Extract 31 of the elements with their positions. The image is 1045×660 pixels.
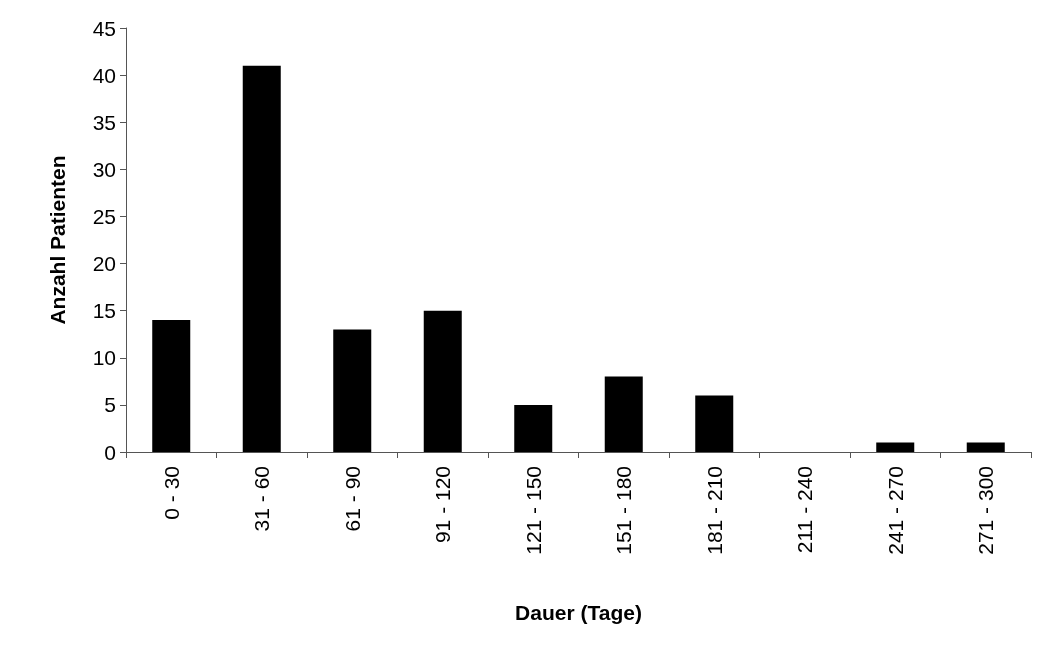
x-tick-label: 61 - 90: [340, 466, 364, 532]
y-tick-label: 15: [92, 299, 116, 323]
x-tick-label: 241 - 270: [883, 466, 907, 555]
y-tick-label: 35: [92, 110, 116, 134]
y-tick-label: 5: [104, 393, 116, 417]
x-tick-label: 0 - 30: [159, 466, 183, 520]
x-tick-label: 181 - 210: [702, 466, 726, 555]
y-tick-label: 45: [92, 16, 116, 40]
x-tick-label: 211 - 240: [793, 466, 817, 554]
bar: [695, 395, 734, 452]
bar: [604, 376, 643, 452]
x-tick-label: 31 - 60: [250, 466, 274, 532]
bar: [333, 329, 372, 452]
x-tick-label: 271 - 300: [974, 466, 998, 555]
y-tick-label: 40: [92, 63, 116, 87]
bar: [423, 310, 462, 452]
bar: [514, 404, 553, 452]
y-tick-label: 10: [92, 346, 116, 370]
bar: [152, 320, 191, 452]
x-tick-label: 91 - 120: [431, 466, 455, 544]
y-axis-title: Anzahl Patienten: [46, 155, 69, 325]
x-tick-label: 151 - 180: [612, 466, 636, 555]
x-axis-title: Dauer (Tage): [515, 601, 642, 624]
y-tick-label: 0: [104, 440, 116, 464]
bar: [242, 65, 281, 452]
x-tick-label: 121 - 150: [521, 466, 545, 555]
y-tick-label: 20: [92, 252, 116, 276]
y-tick-label: 30: [92, 157, 116, 181]
bar: [876, 442, 915, 452]
y-tick-label: 25: [92, 204, 116, 228]
bar: [966, 442, 1005, 452]
